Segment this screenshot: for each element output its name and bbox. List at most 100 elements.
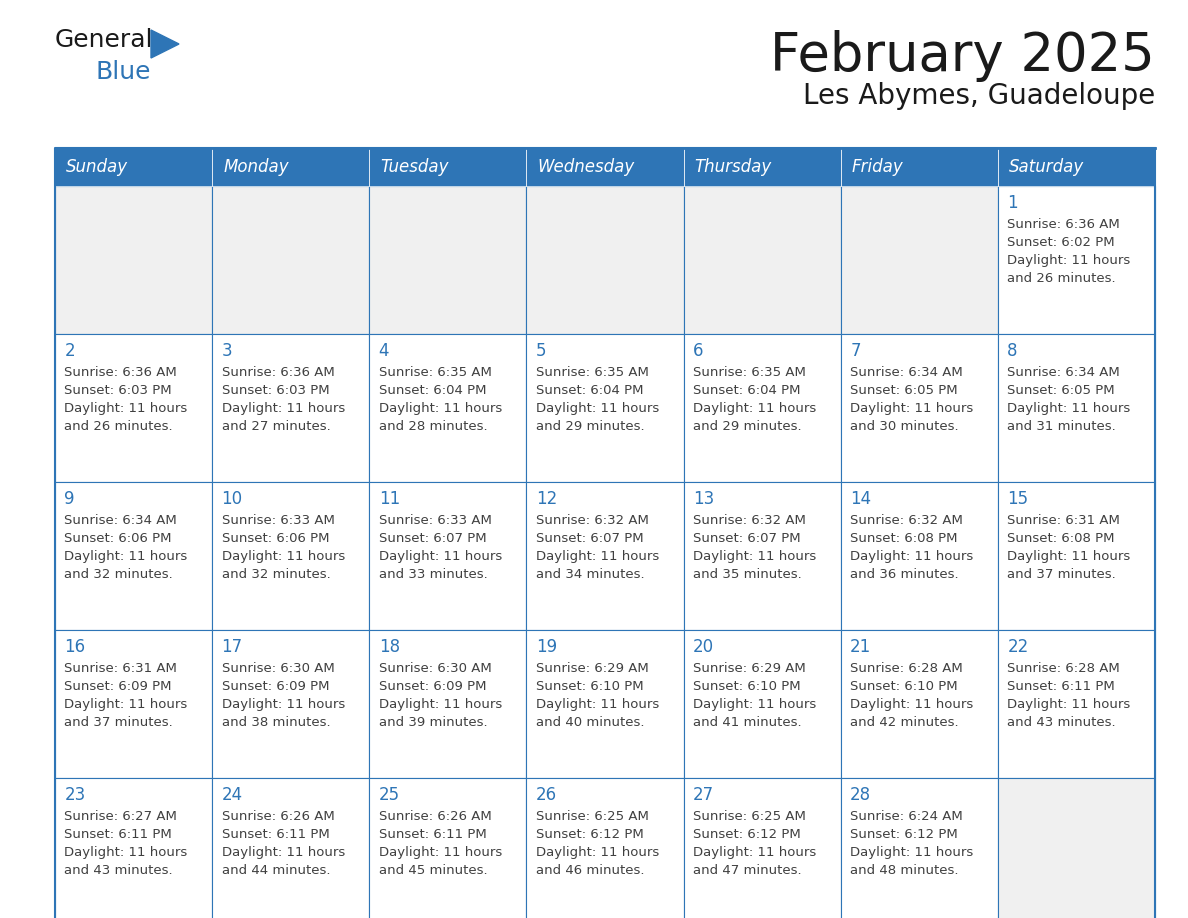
Bar [998, 630, 1155, 778]
Text: Daylight: 11 hours: Daylight: 11 hours [851, 402, 973, 415]
Text: and 45 minutes.: and 45 minutes. [379, 864, 487, 877]
Text: 12: 12 [536, 490, 557, 508]
Text: and 42 minutes.: and 42 minutes. [851, 716, 959, 729]
Text: Daylight: 11 hours: Daylight: 11 hours [693, 550, 816, 563]
Text: Sunrise: 6:28 AM: Sunrise: 6:28 AM [851, 662, 963, 675]
Text: Daylight: 11 hours: Daylight: 11 hours [222, 402, 345, 415]
Text: Sunrise: 6:28 AM: Sunrise: 6:28 AM [1007, 662, 1120, 675]
Bar [213, 334, 369, 482]
Text: Sunrise: 6:34 AM: Sunrise: 6:34 AM [1007, 366, 1120, 379]
Text: 19: 19 [536, 638, 557, 656]
Text: Tuesday: Tuesday [380, 158, 449, 176]
Text: Daylight: 11 hours: Daylight: 11 hours [851, 550, 973, 563]
Text: Sunset: 6:08 PM: Sunset: 6:08 PM [1007, 532, 1114, 545]
Text: February 2025: February 2025 [770, 30, 1155, 82]
Bar [55, 630, 213, 778]
Bar [369, 630, 526, 778]
Bar [841, 630, 998, 778]
Text: Sunset: 6:08 PM: Sunset: 6:08 PM [851, 532, 958, 545]
Text: Sunrise: 6:35 AM: Sunrise: 6:35 AM [379, 366, 492, 379]
Text: Daylight: 11 hours: Daylight: 11 hours [693, 846, 816, 859]
Text: Les Abymes, Guadeloupe: Les Abymes, Guadeloupe [803, 82, 1155, 110]
Text: Sunrise: 6:29 AM: Sunrise: 6:29 AM [536, 662, 649, 675]
Text: 16: 16 [64, 638, 86, 656]
Text: Daylight: 11 hours: Daylight: 11 hours [64, 550, 188, 563]
Text: and 36 minutes.: and 36 minutes. [851, 568, 959, 581]
Text: Daylight: 11 hours: Daylight: 11 hours [64, 846, 188, 859]
Bar [998, 482, 1155, 630]
Text: 3: 3 [222, 342, 232, 360]
Bar [683, 630, 841, 778]
Text: and 41 minutes.: and 41 minutes. [693, 716, 802, 729]
Text: 14: 14 [851, 490, 871, 508]
Text: Daylight: 11 hours: Daylight: 11 hours [222, 698, 345, 711]
Text: Sunset: 6:11 PM: Sunset: 6:11 PM [64, 828, 172, 841]
Polygon shape [151, 30, 179, 58]
Text: Daylight: 11 hours: Daylight: 11 hours [536, 402, 659, 415]
Text: Sunrise: 6:32 AM: Sunrise: 6:32 AM [536, 514, 649, 527]
Text: Sunrise: 6:29 AM: Sunrise: 6:29 AM [693, 662, 805, 675]
Text: Saturday: Saturday [1009, 158, 1085, 176]
Bar [55, 334, 213, 482]
Bar [213, 630, 369, 778]
Text: Daylight: 11 hours: Daylight: 11 hours [851, 846, 973, 859]
Text: Sunrise: 6:24 AM: Sunrise: 6:24 AM [851, 810, 963, 823]
Text: Sunset: 6:07 PM: Sunset: 6:07 PM [693, 532, 801, 545]
Text: Sunset: 6:10 PM: Sunset: 6:10 PM [536, 680, 644, 693]
Bar [841, 186, 998, 334]
Bar [55, 148, 213, 186]
Text: Sunrise: 6:35 AM: Sunrise: 6:35 AM [693, 366, 805, 379]
Text: Daylight: 11 hours: Daylight: 11 hours [536, 550, 659, 563]
Bar [683, 148, 841, 186]
Text: Daylight: 11 hours: Daylight: 11 hours [1007, 402, 1131, 415]
Bar [55, 778, 213, 918]
Text: and 47 minutes.: and 47 minutes. [693, 864, 802, 877]
Bar [526, 186, 683, 334]
Text: Sunset: 6:11 PM: Sunset: 6:11 PM [222, 828, 329, 841]
Text: Friday: Friday [852, 158, 903, 176]
Text: 28: 28 [851, 786, 871, 804]
Text: 5: 5 [536, 342, 546, 360]
Bar [526, 630, 683, 778]
Bar [526, 778, 683, 918]
Text: 2: 2 [64, 342, 75, 360]
Text: Sunset: 6:04 PM: Sunset: 6:04 PM [536, 384, 644, 397]
Bar [55, 186, 213, 334]
Bar [841, 334, 998, 482]
Bar [841, 482, 998, 630]
Text: Daylight: 11 hours: Daylight: 11 hours [1007, 698, 1131, 711]
Text: and 43 minutes.: and 43 minutes. [1007, 716, 1116, 729]
Text: and 40 minutes.: and 40 minutes. [536, 716, 644, 729]
Text: and 27 minutes.: and 27 minutes. [222, 420, 330, 433]
Text: Sunset: 6:06 PM: Sunset: 6:06 PM [222, 532, 329, 545]
Text: General: General [55, 28, 153, 52]
Text: Sunrise: 6:32 AM: Sunrise: 6:32 AM [851, 514, 963, 527]
Bar [998, 334, 1155, 482]
Bar [683, 186, 841, 334]
Text: and 28 minutes.: and 28 minutes. [379, 420, 487, 433]
Text: 8: 8 [1007, 342, 1018, 360]
Text: Sunset: 6:05 PM: Sunset: 6:05 PM [1007, 384, 1114, 397]
Text: and 32 minutes.: and 32 minutes. [64, 568, 173, 581]
Text: Sunrise: 6:31 AM: Sunrise: 6:31 AM [64, 662, 177, 675]
Text: and 44 minutes.: and 44 minutes. [222, 864, 330, 877]
Text: Sunrise: 6:32 AM: Sunrise: 6:32 AM [693, 514, 805, 527]
Text: and 33 minutes.: and 33 minutes. [379, 568, 487, 581]
Text: Sunrise: 6:33 AM: Sunrise: 6:33 AM [379, 514, 492, 527]
Bar [998, 778, 1155, 918]
Bar [55, 482, 213, 630]
Text: and 39 minutes.: and 39 minutes. [379, 716, 487, 729]
Text: 26: 26 [536, 786, 557, 804]
Bar [369, 334, 526, 482]
Text: Sunrise: 6:36 AM: Sunrise: 6:36 AM [64, 366, 177, 379]
Text: Daylight: 11 hours: Daylight: 11 hours [536, 698, 659, 711]
Text: Sunset: 6:10 PM: Sunset: 6:10 PM [851, 680, 958, 693]
Text: Sunset: 6:06 PM: Sunset: 6:06 PM [64, 532, 172, 545]
Text: and 29 minutes.: and 29 minutes. [693, 420, 802, 433]
Text: Daylight: 11 hours: Daylight: 11 hours [693, 402, 816, 415]
Text: 23: 23 [64, 786, 86, 804]
Bar [998, 148, 1155, 186]
Bar [369, 482, 526, 630]
Bar [369, 778, 526, 918]
Bar [998, 186, 1155, 334]
